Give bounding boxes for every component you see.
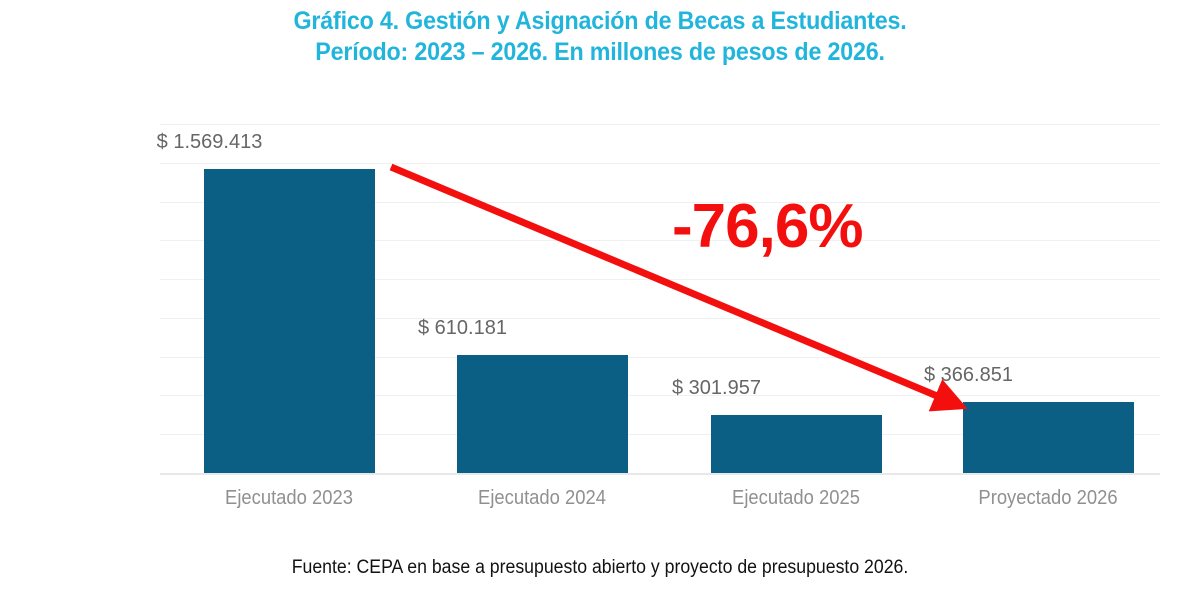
chart-title: Gráfico 4. Gestión y Asignación de Becas… xyxy=(42,6,1158,68)
gridline xyxy=(160,124,1160,125)
x-axis-tick-label-ejecutado-2025: Ejecutado 2025 xyxy=(732,487,860,509)
chart-title-line-2: Período: 2023 – 2026. En millones de pes… xyxy=(315,38,885,66)
bar-value-label: $ 610.181 xyxy=(418,317,507,339)
bar-ejecutado-2024[interactable] xyxy=(457,354,628,473)
chart-title-line-1: Gráfico 4. Gestión y Asignación de Becas… xyxy=(293,7,907,35)
gridline xyxy=(160,434,1160,436)
bar-ejecutado-2023[interactable] xyxy=(204,168,375,473)
plot-area xyxy=(160,124,1160,475)
gridline xyxy=(160,162,1160,164)
x-axis-tick-label-ejecutado-2023: Ejecutado 2023 xyxy=(225,487,353,509)
bar-value-label: $ 301.957 xyxy=(672,377,761,399)
x-axis-line xyxy=(160,473,1160,475)
source-footnote: Fuente: CEPA en base a presupuesto abier… xyxy=(291,557,909,578)
x-axis-tick-label-ejecutado-2024: Ejecutado 2024 xyxy=(478,487,606,509)
bar-proyectado-2026[interactable] xyxy=(963,401,1134,473)
x-axis-tick-label-proyectado-2026: Proyectado 2026 xyxy=(978,487,1118,509)
bar-ejecutado-2025[interactable] xyxy=(711,414,882,473)
bar-value-label: $ 366.851 xyxy=(924,364,1013,386)
bar-value-label: $ 1.569.413 xyxy=(156,131,263,153)
percent-change-annotation: -76,6% xyxy=(672,192,863,261)
